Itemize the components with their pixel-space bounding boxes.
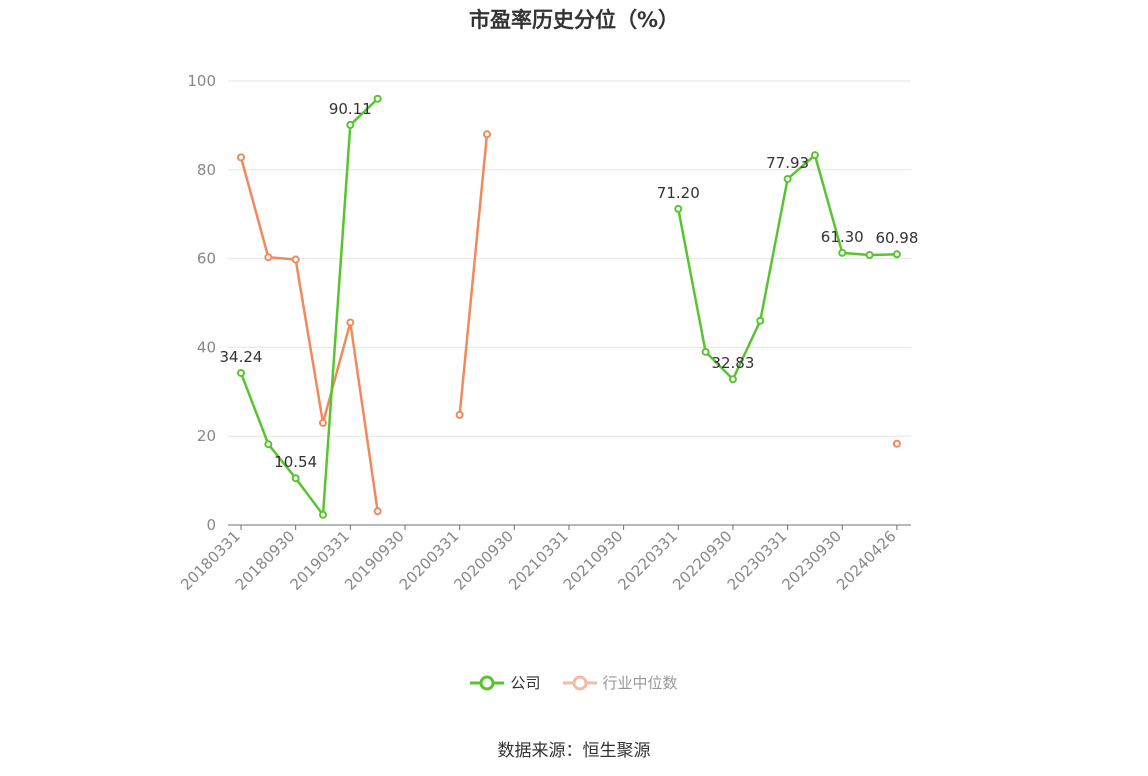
series-layer (237, 94, 901, 519)
y-tick-label-100: 100 (187, 72, 216, 90)
y-tick-label-60: 60 (197, 250, 216, 268)
grid-lines (228, 80, 911, 437)
data-label-company-20240426: 60.98 (875, 229, 918, 247)
y-tick-label-80: 80 (197, 161, 216, 179)
data-label-company-20180331: 34.24 (220, 348, 263, 366)
data-point-company-20180630[interactable] (264, 440, 273, 449)
data-point-industry-median-20180331[interactable] (237, 153, 245, 162)
data-point-industry-median-20190630[interactable] (373, 507, 382, 516)
legend-swatch-circle (572, 675, 587, 690)
y-tick-label-40: 40 (197, 338, 216, 356)
data-label-company-20220331: 71.20 (657, 184, 700, 202)
data-point-industry-median-20240426[interactable] (892, 439, 901, 448)
data-point-company-20180930[interactable] (291, 474, 300, 483)
data-point-company-20190331[interactable] (346, 120, 355, 129)
data-point-company-20181231[interactable] (318, 510, 327, 519)
legend-label-company: 公司 (510, 674, 541, 692)
data-point-industry-median-20180930[interactable] (291, 255, 300, 264)
series-line-industry-median-0 (239, 157, 379, 512)
data-label-company-20190331: 90.11 (329, 100, 372, 118)
data-point-company-20220630[interactable] (701, 347, 710, 356)
data-label-company-20230331: 77.93 (766, 154, 809, 172)
data-point-industry-median-20181231[interactable] (318, 418, 327, 427)
legend-line-circle-icon (470, 675, 505, 690)
data-point-industry-median-20200630[interactable] (482, 130, 491, 139)
data-source-note: 数据来源：恒生聚源 (497, 741, 651, 761)
data-label-company-20230930: 61.30 (821, 228, 864, 246)
data-point-company-20190630[interactable] (373, 94, 382, 103)
x-tick-label-20240426: 20240426 (833, 527, 900, 594)
legend-line-circle-icon (562, 675, 597, 690)
data-point-company-20221231[interactable] (756, 316, 765, 325)
data-point-company-20220331[interactable] (674, 204, 683, 213)
data-point-company-20230331[interactable] (783, 174, 792, 183)
data-label-company-20220930: 32.83 (711, 354, 754, 372)
axes: 0204060801002018033120180930201903312019… (177, 72, 911, 594)
data-point-company-20220930[interactable] (728, 375, 737, 384)
legend-label-industry-median: 行业中位数 (602, 674, 678, 692)
data-label-company-20180930: 10.54 (274, 453, 317, 471)
data-point-industry-median-20180630[interactable] (264, 253, 273, 262)
series-line-company-1 (677, 153, 897, 381)
series-line-industry-median-1 (458, 134, 489, 416)
chart-title: 市盈率历史分位（%） (468, 8, 680, 32)
legend-item-industry-median[interactable]: 行业中位数 (562, 672, 678, 693)
data-point-company-20231231[interactable] (865, 251, 874, 260)
data-point-company-20230930[interactable] (838, 248, 847, 257)
data-point-company-20240426[interactable] (892, 250, 901, 259)
legend: 公司 行业中位数 (0, 672, 1148, 693)
series-line-company-0 (239, 97, 379, 517)
data-point-industry-median-20200331[interactable] (455, 410, 464, 419)
y-tick-label-20: 20 (197, 427, 216, 445)
data-point-industry-median-20190331[interactable] (346, 318, 355, 327)
legend-swatch-circle (479, 675, 495, 690)
legend-item-company[interactable]: 公司 (470, 672, 541, 693)
y-tick-label-0: 0 (206, 516, 216, 534)
data-point-company-20180331[interactable] (237, 368, 245, 377)
data-point-company-20230630[interactable] (810, 151, 819, 160)
data-labels: 34.24 10.54 90.11 71.20 32.83 77.93 61.30 60.98 (220, 100, 919, 471)
